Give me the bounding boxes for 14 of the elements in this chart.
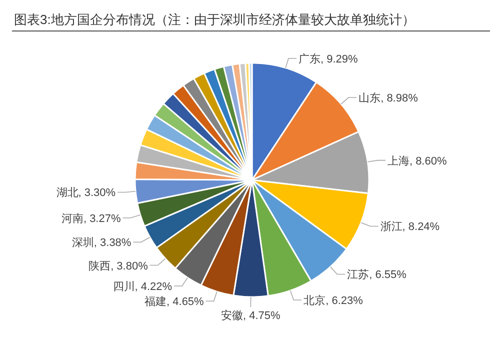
slice-label: 浙江, 8.24% [380, 220, 440, 234]
slice-label: 深圳, 3.38% [72, 236, 132, 250]
slice-label: 江苏, 6.55% [347, 268, 407, 282]
slice-label: 河南, 3.27% [61, 212, 121, 225]
slice-label: 安徽, 4.75% [221, 308, 281, 322]
slice-label: 上海, 8.60% [387, 154, 447, 168]
slice-label: 福建, 4.65% [144, 295, 204, 308]
slice-label: 陕西, 3.80% [88, 260, 148, 272]
slice-label: 山东, 8.98% [358, 92, 418, 105]
slice-label: 湖北, 3.30% [56, 186, 116, 200]
slice-label: 北京, 6.23% [304, 294, 364, 307]
slice-label: 四川, 4.22% [112, 280, 172, 294]
chart-title: 图表3:地方国企分布情况（注：由于深圳市经济体量较大故单独统计） [14, 12, 415, 27]
slice-label: 广东, 9.29% [298, 52, 358, 66]
